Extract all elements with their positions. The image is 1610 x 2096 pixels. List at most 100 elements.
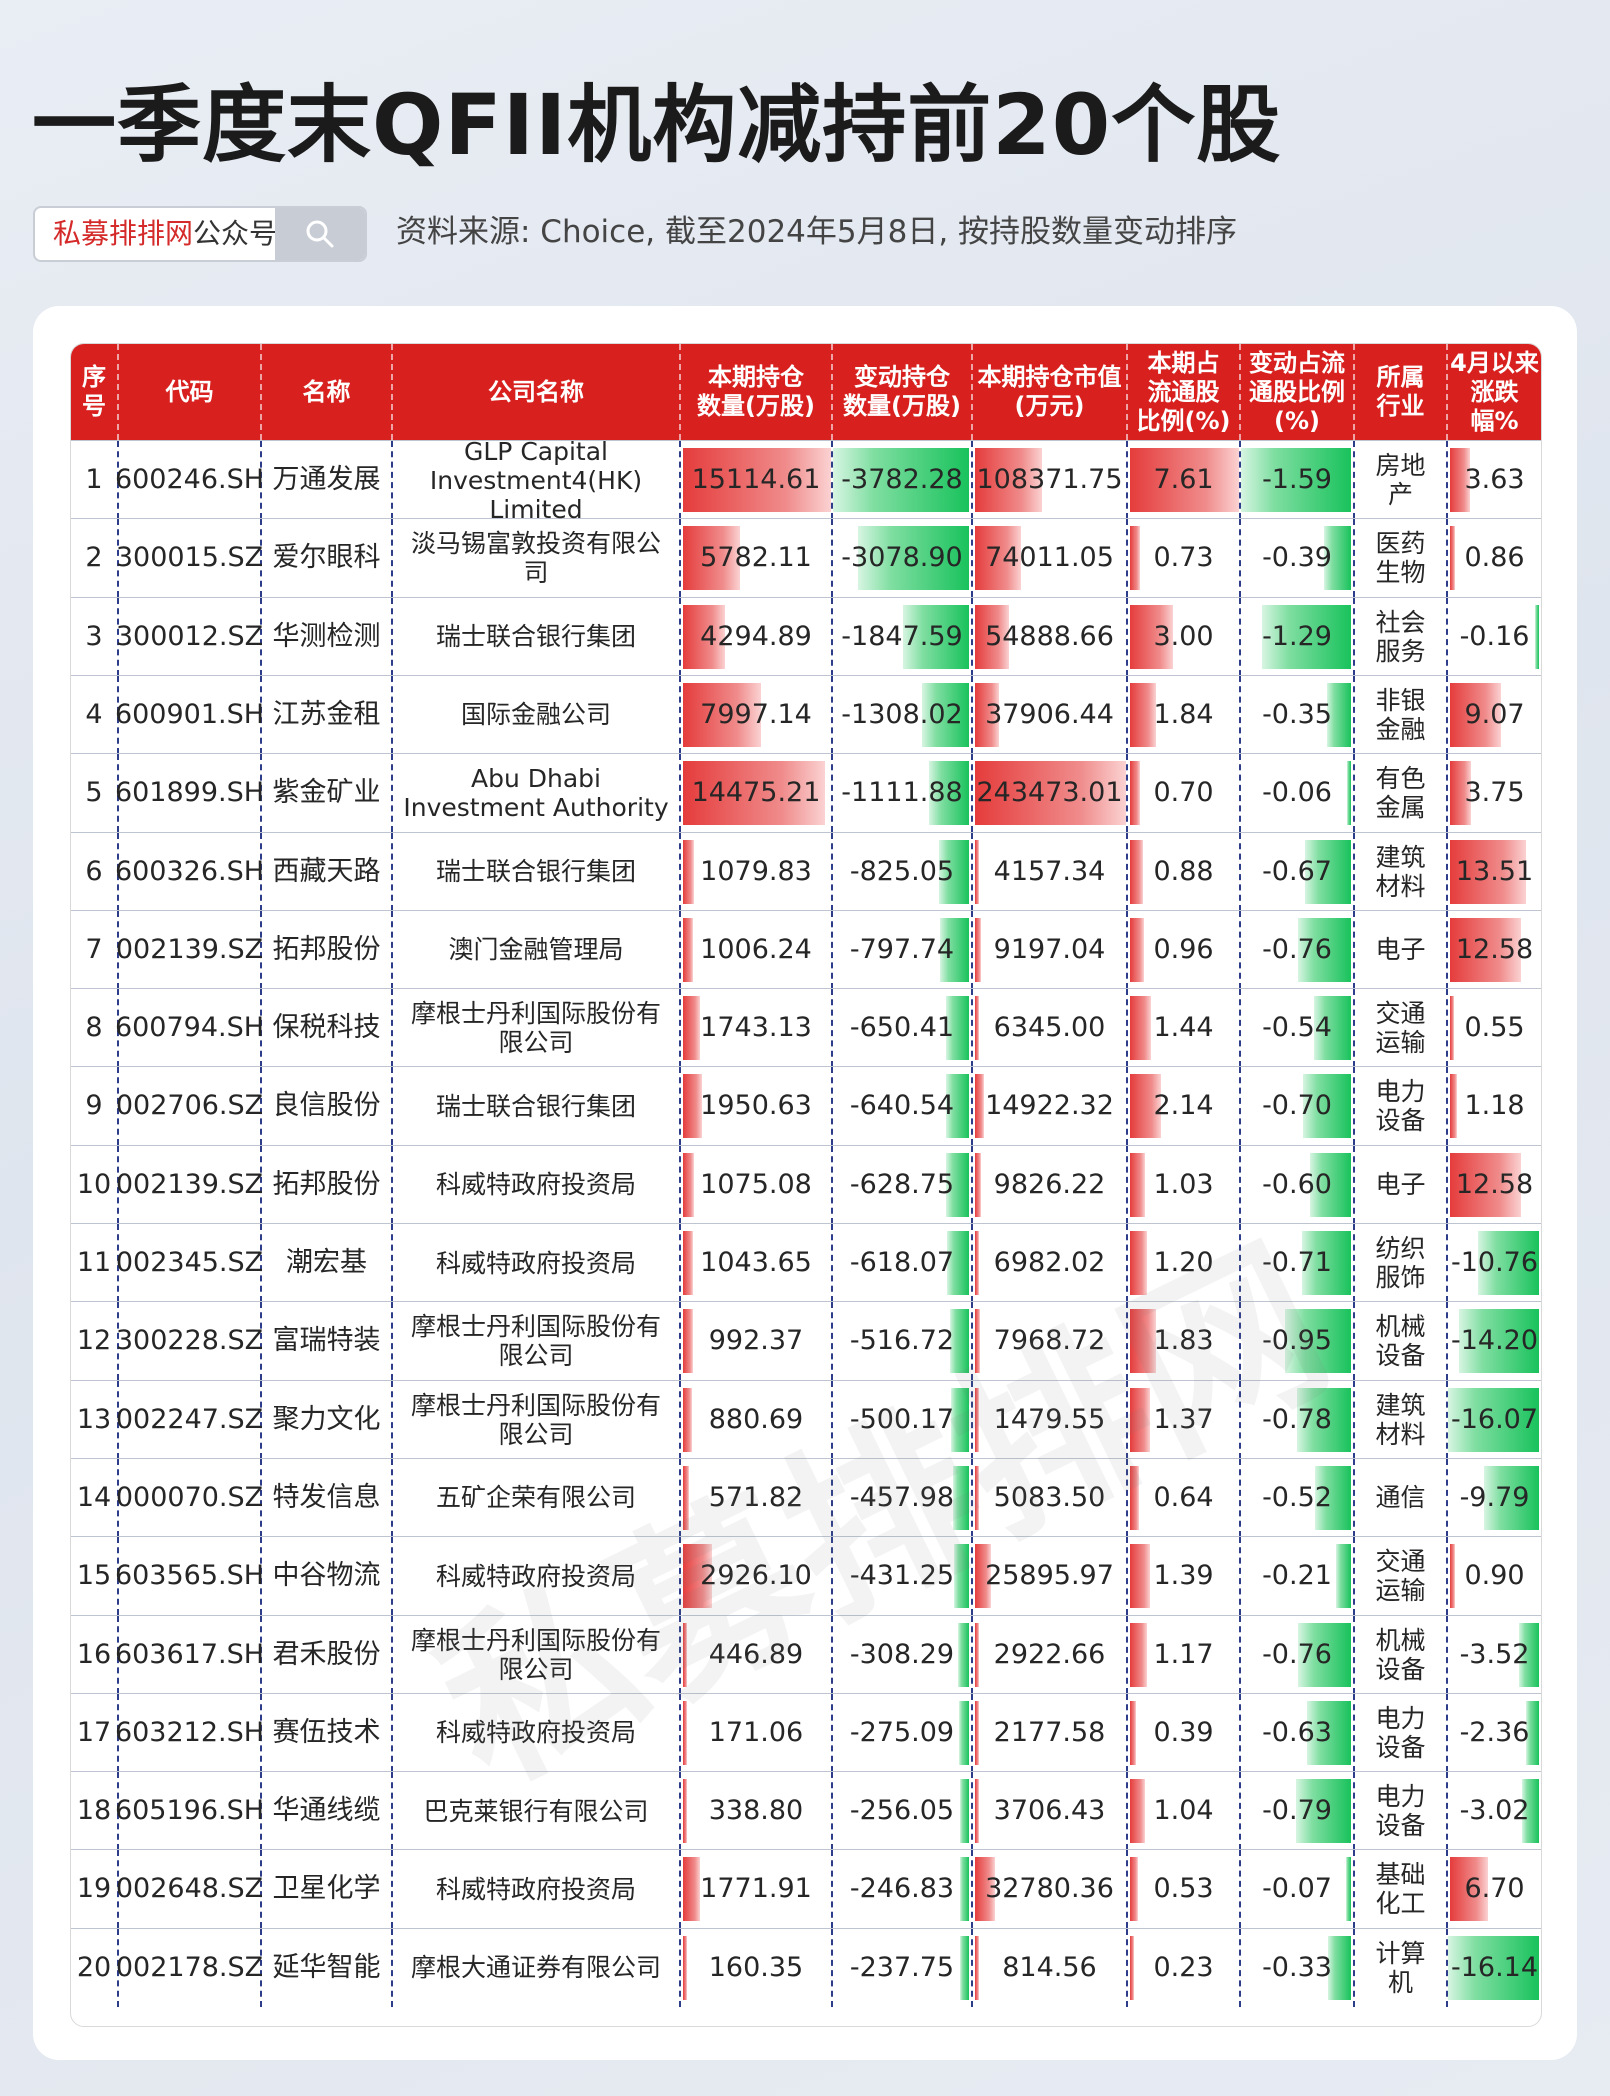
header-col-market-value: 本期持仓市值 (万元)	[971, 344, 1126, 440]
cell-text: 潮宏基	[286, 1247, 367, 1278]
cell-text: 7968.72	[993, 1325, 1106, 1357]
positive-bar	[683, 1387, 692, 1452]
positive-bar	[1130, 1779, 1145, 1844]
negative-bar	[1304, 839, 1351, 904]
cell-text: 4	[85, 698, 103, 730]
cell-col-return: -2.36	[1446, 1693, 1541, 1772]
header-col-change-ratio: 变动占流 通股比例 (%)	[1239, 344, 1353, 440]
cell-text: 0.73	[1153, 542, 1214, 574]
cell-col-market-value: 5083.50	[971, 1458, 1126, 1537]
negative-bar	[960, 1857, 969, 1922]
cell-col-name: 华测检测	[260, 597, 391, 676]
cell-col-name: 江苏金租	[260, 675, 391, 754]
cell-col-change-ratio: -0.33	[1239, 1928, 1353, 2007]
cell-col-return: 3.75	[1446, 754, 1541, 833]
cell-text: 4294.89	[700, 620, 812, 652]
cell-col-float-ratio: 1.37	[1126, 1380, 1239, 1459]
cell-col-holding-qty: 992.37	[679, 1302, 831, 1381]
cell-col-name: 万通发展	[260, 441, 391, 519]
cell-text: 7997.14	[700, 698, 812, 730]
cell-text: 华通线缆	[272, 1795, 381, 1827]
negative-bar	[1346, 761, 1351, 826]
search-box[interactable]: 私募排排网公众号	[33, 206, 367, 262]
negative-bar	[1458, 1309, 1539, 1374]
header-col-code: 代码	[117, 344, 260, 440]
cell-col-return: 12.58	[1446, 1145, 1541, 1224]
cell-text: -256.05	[849, 1795, 955, 1827]
positive-bar	[1130, 526, 1141, 591]
negative-bar	[959, 1700, 969, 1765]
cell-text: 1.39	[1153, 1560, 1214, 1592]
cell-text: -275.09	[849, 1716, 955, 1748]
cell-text: 3	[85, 620, 103, 652]
cell-text: -650.41	[849, 1012, 955, 1044]
cell-col-change-ratio: -0.95	[1239, 1302, 1353, 1381]
cell-text: 0.39	[1153, 1716, 1214, 1748]
cell-text: 0.53	[1153, 1873, 1214, 1905]
cell-text: 571.82	[708, 1481, 804, 1513]
negative-bar	[952, 1465, 969, 1530]
cell-col-return: -16.07	[1446, 1380, 1541, 1459]
cell-text: 1.37	[1153, 1403, 1214, 1435]
cell-text: 13.51	[1455, 855, 1534, 887]
cell-text: 880.69	[708, 1403, 804, 1435]
cell-text: 5083.50	[993, 1481, 1106, 1513]
cell-text: 002706.SZ	[115, 1090, 264, 1122]
cell-col-index: 10	[71, 1146, 117, 1224]
cell-text: 6982.02	[993, 1247, 1106, 1278]
positive-bar	[975, 1544, 992, 1609]
positive-bar	[1130, 448, 1239, 512]
cell-col-code: 300012.SZ	[116, 597, 263, 676]
cell-col-change-ratio: -0.78	[1239, 1380, 1353, 1459]
cell-text: -0.76	[1262, 933, 1332, 965]
cell-text: -797.74	[849, 933, 955, 965]
positive-bar	[975, 604, 1010, 669]
cell-col-company: 摩根士丹利国际股份有 限公司	[391, 1615, 679, 1694]
cell-text: 300228.SZ	[115, 1325, 264, 1357]
positive-bar	[975, 1387, 979, 1452]
negative-bar	[1313, 996, 1351, 1061]
cell-col-market-value: 2177.58	[971, 1693, 1126, 1772]
cell-text: 10	[76, 1168, 112, 1200]
cell-col-code: 600901.SH	[115, 675, 264, 754]
cell-col-code: 601899.SH	[115, 754, 264, 833]
cell-col-float-ratio: 1.83	[1126, 1302, 1239, 1381]
positive-bar	[1130, 839, 1143, 904]
cell-col-holding-qty: 1079.83	[679, 832, 831, 911]
cell-col-change-qty: -308.29	[831, 1615, 971, 1694]
cell-col-return: -3.02	[1446, 1772, 1541, 1851]
cell-col-change-qty: -797.74	[831, 910, 971, 989]
cell-text: 1.44	[1153, 1012, 1214, 1044]
cell-text: 1950.63	[700, 1090, 812, 1122]
cell-text: 纺织 服饰	[1375, 1234, 1426, 1292]
search-button[interactable]	[275, 208, 365, 260]
cell-col-name: 中谷物流	[260, 1537, 391, 1616]
cell-text: 20	[76, 1951, 112, 1983]
cell-text: 54888.66	[985, 620, 1114, 652]
cell-col-float-ratio: 1.84	[1126, 675, 1239, 754]
cell-col-holding-qty: 880.69	[679, 1380, 831, 1459]
cell-text: 0.23	[1153, 1951, 1214, 1983]
cell-col-change-ratio: -0.67	[1239, 832, 1353, 911]
cell-text: 338.80	[708, 1795, 804, 1827]
negative-bar	[1326, 682, 1351, 747]
cell-col-index: 16	[71, 1616, 117, 1694]
cell-text: 002247.SZ	[115, 1403, 264, 1435]
cell-col-index: 17	[71, 1694, 117, 1772]
table-row: 9 002706.SZ 良信股份 瑞士联合银行集团 1950.63 -640.54 1492…	[71, 1066, 1541, 1146]
cell-text: 1043.65	[700, 1247, 812, 1278]
cell-col-market-value: 3706.43	[971, 1772, 1126, 1851]
cell-text: 澳门金融管理局	[448, 935, 624, 965]
positive-bar	[683, 1544, 712, 1609]
cell-col-index: 12	[71, 1302, 117, 1380]
positive-bar	[1450, 1152, 1521, 1217]
cell-col-change-qty: -516.72	[831, 1302, 971, 1381]
table-row: 15 603565.SH 中谷物流 科威特政府投资局 2926.10 -431.25 258…	[71, 1536, 1541, 1616]
cell-col-change-ratio: -0.76	[1239, 1615, 1353, 1694]
cell-col-index: 5	[71, 754, 117, 832]
cell-col-name: 君禾股份	[260, 1615, 391, 1694]
cell-col-name: 潮宏基	[260, 1224, 391, 1302]
cell-text: 科威特政府投资局	[435, 1874, 636, 1904]
cell-text: 卫星化学	[272, 1873, 381, 1905]
cell-text: 万通发展	[272, 464, 381, 495]
